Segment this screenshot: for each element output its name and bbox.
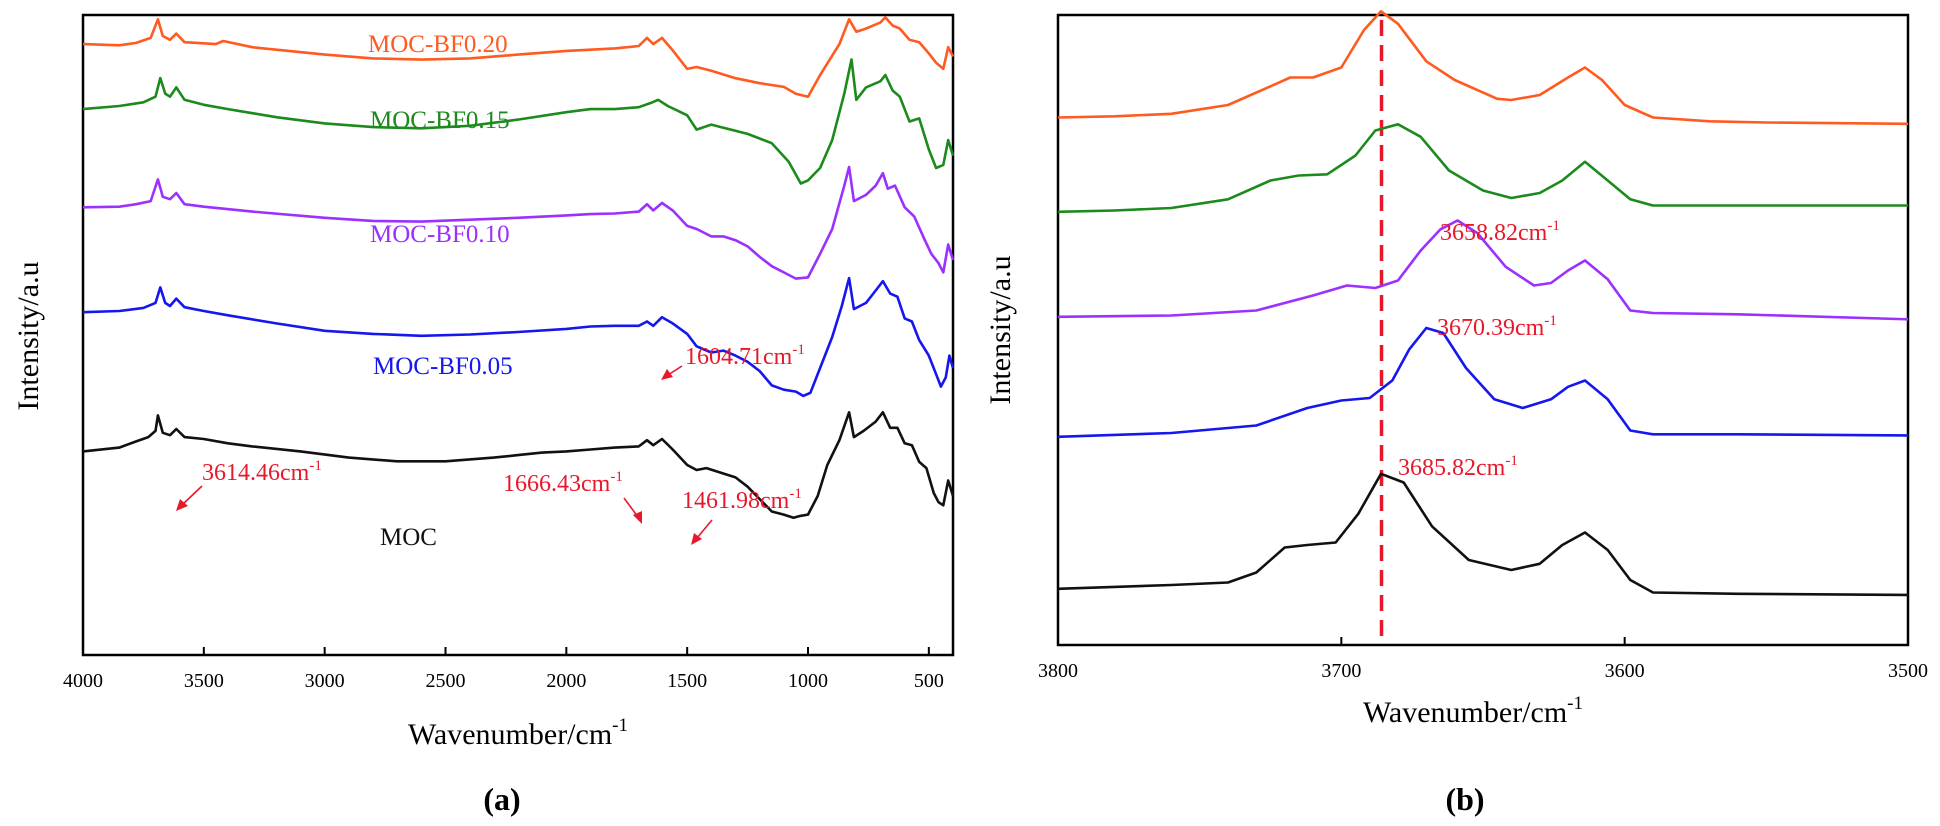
annotation-1604-sup: -1: [792, 342, 805, 358]
annotation-3614: 3614.46cm-1: [176, 458, 322, 511]
x-tick-label: 3700: [1321, 660, 1361, 682]
panel-a-x-axis-title: Wavenumber/cm-1: [408, 715, 628, 751]
x-tick-label: 500: [914, 670, 944, 692]
svg-text:1461.98cm-1: 1461.98cm-1: [682, 486, 802, 514]
series-line-moc-bf0-05: [82, 276, 955, 398]
panel-b-label: (b): [1445, 781, 1484, 817]
series-line-moc-bf0-15: [1057, 123, 1908, 214]
svg-text:3614.46cm-1: 3614.46cm-1: [202, 458, 322, 486]
annotation-3685-text: 3685.82cm: [1398, 455, 1506, 481]
annotation-1461-sup: -1: [789, 486, 802, 502]
series-line-moc-bf0-20: [82, 16, 955, 99]
panel-b: 3800 3700 3600 3500 3658.82cm-1 3670.39cm-1…: [984, 10, 1928, 817]
series-line-moc-bf0-10: [82, 165, 955, 280]
svg-text:1604.71cm-1: 1604.71cm-1: [685, 342, 805, 370]
panel-a-x-axis-title-text: Wavenumber/cm: [408, 718, 612, 751]
svg-text:1666.43cm-1: 1666.43cm-1: [503, 469, 623, 497]
annotation-3614-sup: -1: [309, 458, 322, 474]
series-line-moc: [1057, 472, 1909, 597]
series-label-moc-bf015: MOC-BF0.15: [370, 107, 510, 134]
panel-b-x-axis-title-text: Wavenumber/cm: [1363, 696, 1567, 729]
panel-a-y-axis-title: Intensity/a.u: [12, 261, 45, 410]
series-line-moc-bf0-15: [82, 58, 955, 185]
annotation-1666-text: 1666.43cm: [503, 471, 611, 497]
annotation-1461: 1461.98cm-1: [682, 486, 802, 545]
x-tick-label: 2500: [426, 670, 466, 692]
series-line-moc: [82, 410, 955, 520]
panel-a: 4000 3500 3000 2500 2000 1500 1000 500 MOC-BF0.…: [12, 13, 955, 817]
series-line-moc-bf0-10: [1057, 219, 1909, 321]
panel-b-y-axis-title: Intensity/a.u: [984, 255, 1017, 404]
x-tick-label: 3500: [184, 670, 224, 692]
annotation-1461-text: 1461.98cm: [682, 488, 790, 514]
x-tick-label: 3600: [1605, 660, 1645, 682]
panel-a-x-axis-title-sup: -1: [612, 715, 628, 736]
annotation-3685: 3685.82cm-1: [1398, 453, 1518, 481]
annotation-1666: 1666.43cm-1: [503, 469, 642, 524]
panel-b-series: [1057, 10, 1909, 597]
annotation-3670-text: 3670.39cm: [1437, 315, 1545, 341]
panel-a-label: (a): [483, 781, 520, 817]
series-label-moc-bf005: MOC-BF0.05: [373, 353, 513, 380]
annotation-1604: 1604.71cm-1: [661, 342, 805, 380]
panel-b-frame: [1056, 13, 1910, 647]
x-tick-label: 3800: [1038, 660, 1078, 682]
series-label-moc-bf010: MOC-BF0.10: [370, 221, 510, 248]
annotation-3685-sup: -1: [1505, 453, 1518, 469]
annotation-3658: 3658.82cm-1: [1440, 218, 1560, 246]
x-tick-label: 1500: [667, 670, 707, 692]
series-label-moc-bf020: MOC-BF0.20: [368, 31, 508, 58]
x-tick-label: 1000: [788, 670, 828, 692]
annotation-3658-sup: -1: [1547, 218, 1560, 234]
panel-a-series: [82, 16, 955, 520]
series-label-moc: MOC: [380, 524, 437, 551]
panel-a-frame: [81, 13, 955, 657]
x-tick-label: 2000: [546, 670, 586, 692]
annotation-3614-text: 3614.46cm: [202, 460, 310, 486]
panel-a-x-ticks: 4000 3500 3000 2500 2000 1500 1000 500: [63, 647, 944, 692]
annotation-3658-text: 3658.82cm: [1440, 220, 1548, 246]
x-tick-label: 3500: [1888, 660, 1928, 682]
series-line-moc-bf0-05: [1057, 326, 1909, 439]
x-tick-label: 4000: [63, 670, 103, 692]
annotation-1604-text: 1604.71cm: [685, 344, 793, 370]
x-tick-label: 3000: [305, 670, 345, 692]
annotation-3670: 3670.39cm-1: [1437, 313, 1557, 341]
panel-b-x-axis-title: Wavenumber/cm-1: [1363, 693, 1583, 729]
panel-b-x-ticks: 3800 3700 3600 3500: [1038, 637, 1928, 682]
annotation-1666-sup: -1: [610, 469, 623, 485]
annotation-3670-sup: -1: [1544, 313, 1557, 329]
panel-b-x-axis-title-sup: -1: [1567, 693, 1583, 714]
series-line-moc-bf0-20: [1057, 10, 1909, 126]
